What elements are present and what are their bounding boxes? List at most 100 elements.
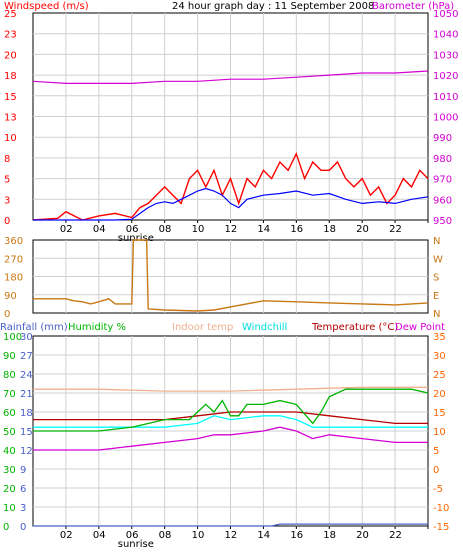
windspeed-axis-title: Windspeed (m/s)	[4, 1, 89, 12]
x-tick-label: 14	[257, 530, 270, 541]
direction-left-tick-label: 360	[4, 236, 23, 247]
legend-indoor-temp: Indoor temp	[172, 322, 233, 333]
temp-right-tick-label: 15	[433, 408, 446, 419]
wind-left-tick-label: 10	[4, 133, 17, 144]
temp-left-tick-label: 100	[3, 332, 22, 343]
direction-right-tick-label: N	[433, 236, 440, 247]
average-series-line	[33, 187, 429, 221]
dewpoint-series-line	[33, 426, 428, 451]
wind-direction-series-line	[33, 239, 429, 312]
direction-right-tick-label: S	[433, 273, 439, 284]
rainfall-tick-label: 9	[20, 465, 26, 476]
wind-right-tick-label: 1030	[433, 50, 458, 61]
temp-left-tick-label: 60	[3, 408, 16, 419]
x-tick-label: 08	[159, 530, 172, 541]
page-title: 24 hour graph day : 11 September 2008	[172, 1, 374, 12]
indoor-series-line	[33, 386, 428, 392]
rainfall-series-line	[33, 523, 428, 527]
x-tick-label: 18	[323, 530, 336, 541]
direction-left-tick-label: 270	[4, 254, 23, 265]
direction-right-tick-label: E	[433, 291, 439, 302]
rainfall-tick-label: 24	[20, 370, 33, 381]
direction-left-tick-label: 0	[4, 309, 10, 320]
x-tick-label: 10	[192, 224, 205, 235]
rainfall-tick-label: 6	[20, 484, 26, 495]
x-tick-label: 12	[225, 530, 238, 541]
x-tick-label: 02	[60, 530, 73, 541]
wind-right-tick-label: 1010	[433, 92, 458, 103]
x-tick-label: 10	[192, 530, 205, 541]
x-tick-label: 16	[290, 530, 303, 541]
x-tick-label: 16	[290, 224, 303, 235]
humidity_as_temp-series-line	[33, 388, 429, 432]
wind-left-tick-label: 25	[4, 9, 17, 20]
wind-left-tick-label: 5	[4, 175, 10, 186]
temp-right-tick-label: -15	[433, 522, 449, 533]
windchill-series-line	[33, 415, 428, 428]
temperature-series-line	[33, 411, 428, 425]
rainfall-tick-label: 12	[20, 446, 33, 457]
sunrise-label: sunrise	[118, 233, 154, 244]
x-tick-label: 06	[126, 530, 139, 541]
x-tick-label: 22	[389, 530, 402, 541]
temp-left-tick-label: 40	[3, 446, 16, 457]
legend-humidity: Humidity %	[68, 322, 126, 333]
wind-left-tick-label: 20	[4, 50, 17, 61]
legend-temperature: Temperature (°C)	[311, 322, 398, 333]
temp-right-tick-label: 10	[433, 427, 446, 438]
x-tick-label: 22	[389, 224, 402, 235]
temp-right-tick-label: 0	[433, 465, 439, 476]
wind-right-tick-label: 1050	[433, 9, 458, 20]
temp-left-tick-label: 30	[3, 465, 16, 476]
direction-left-tick-label: 90	[4, 291, 17, 302]
temp-left-tick-label: 90	[3, 351, 16, 362]
rainfall-tick-label: 21	[20, 389, 33, 400]
wind-left-tick-label: 13	[4, 113, 17, 124]
barometer-series-line	[32, 70, 429, 85]
wind-left-tick-label: 8	[4, 154, 10, 165]
x-tick-label: 20	[356, 530, 369, 541]
temp-right-tick-label: 5	[433, 446, 439, 457]
x-tick-label: 02	[60, 224, 73, 235]
temp-right-tick-label: -5	[433, 484, 443, 495]
x-tick-label: 04	[93, 224, 106, 235]
temp-left-tick-label: 50	[3, 427, 16, 438]
x-tick-label: 20	[356, 224, 369, 235]
legend-dew-point: Dew Point	[395, 322, 445, 333]
gust-series-line	[32, 151, 429, 221]
wind-right-tick-label: 980	[433, 154, 452, 165]
barometer-axis-title: Barometer (hPa)	[372, 1, 454, 12]
legend-windchill: Windchill	[242, 322, 287, 333]
rainfall-tick-label: 30	[20, 332, 33, 343]
temp-left-tick-label: 0	[3, 522, 9, 533]
rainfall-tick-label: 18	[20, 408, 33, 419]
wind-right-tick-label: 1040	[433, 30, 458, 41]
x-tick-label: 18	[323, 224, 336, 235]
rainfall-tick-label: 0	[20, 522, 26, 533]
direction-right-tick-label: W	[433, 254, 443, 265]
temp-right-tick-label: 20	[433, 389, 446, 400]
wind-right-tick-label: 1020	[433, 71, 458, 82]
temp-left-tick-label: 10	[3, 503, 16, 514]
temp-right-tick-label: 30	[433, 351, 446, 362]
temp-left-tick-label: 20	[3, 484, 16, 495]
x-tick-label: 06	[126, 224, 139, 235]
temp-left-tick-label: 70	[3, 389, 16, 400]
direction-left-tick-label: 180	[4, 273, 23, 284]
direction-right-tick-label: N	[433, 309, 440, 320]
x-tick-label: 08	[159, 224, 172, 235]
wind-left-tick-label: 15	[4, 92, 17, 103]
x-tick-label: 04	[93, 530, 106, 541]
x-tick-label: 14	[257, 224, 270, 235]
rainfall-tick-label: 15	[20, 427, 33, 438]
wind-right-tick-label: 970	[433, 175, 452, 186]
wind-left-tick-label: 23	[4, 30, 17, 41]
rainfall-tick-label: 27	[20, 351, 33, 362]
sunrise-label: sunrise	[118, 539, 154, 550]
temp-right-tick-label: 35	[433, 332, 446, 343]
wind-right-tick-label: 990	[433, 133, 452, 144]
wind-right-tick-label: 1000	[433, 113, 458, 124]
